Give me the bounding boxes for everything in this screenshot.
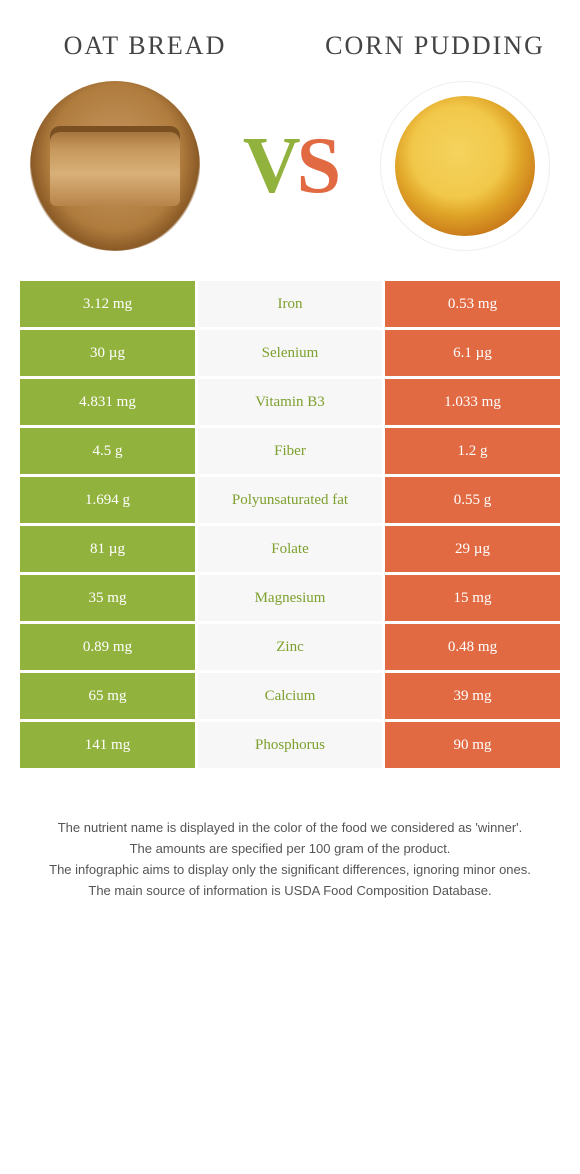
nutrient-label: Vitamin B3 xyxy=(198,379,382,425)
footer-line: The nutrient name is displayed in the co… xyxy=(30,818,550,839)
table-row: 141 mgPhosphorus90 mg xyxy=(20,722,560,768)
table-row: 0.89 mgZinc0.48 mg xyxy=(20,624,560,670)
right-value-cell: 0.53 mg xyxy=(385,281,560,327)
nutrient-label: Zinc xyxy=(198,624,382,670)
right-value-cell: 0.48 mg xyxy=(385,624,560,670)
left-value-cell: 141 mg xyxy=(20,722,195,768)
table-row: 3.12 mgIron0.53 mg xyxy=(20,281,560,327)
table-row: 30 µgSelenium6.1 µg xyxy=(20,330,560,376)
right-food-title: Corn pudding xyxy=(320,30,550,61)
vs-label: VS xyxy=(243,126,337,206)
right-value-cell: 1.033 mg xyxy=(385,379,560,425)
nutrient-label: Phosphorus xyxy=(198,722,382,768)
footer-line: The infographic aims to display only the… xyxy=(30,860,550,881)
left-value-cell: 1.694 g xyxy=(20,477,195,523)
left-value-cell: 65 mg xyxy=(20,673,195,719)
header: Oat bread Corn pudding xyxy=(0,0,580,71)
vs-s: S xyxy=(297,122,338,210)
right-value-cell: 90 mg xyxy=(385,722,560,768)
left-value-cell: 4.5 g xyxy=(20,428,195,474)
left-value-cell: 0.89 mg xyxy=(20,624,195,670)
vs-v: V xyxy=(243,122,297,210)
left-value-cell: 4.831 mg xyxy=(20,379,195,425)
nutrient-label: Calcium xyxy=(198,673,382,719)
table-row: 4.831 mgVitamin B31.033 mg xyxy=(20,379,560,425)
right-value-cell: 15 mg xyxy=(385,575,560,621)
table-row: 1.694 gPolyunsaturated fat0.55 g xyxy=(20,477,560,523)
right-value-cell: 6.1 µg xyxy=(385,330,560,376)
table-row: 4.5 gFiber1.2 g xyxy=(20,428,560,474)
nutrient-label: Selenium xyxy=(198,330,382,376)
nutrient-label: Folate xyxy=(198,526,382,572)
right-value-cell: 1.2 g xyxy=(385,428,560,474)
left-value-cell: 30 µg xyxy=(20,330,195,376)
table-row: 65 mgCalcium39 mg xyxy=(20,673,560,719)
footer-line: The main source of information is USDA F… xyxy=(30,881,550,902)
right-value-cell: 29 µg xyxy=(385,526,560,572)
right-value-cell: 0.55 g xyxy=(385,477,560,523)
nutrient-label: Iron xyxy=(198,281,382,327)
right-food-image xyxy=(380,81,550,251)
left-value-cell: 81 µg xyxy=(20,526,195,572)
left-food-image xyxy=(30,81,200,251)
images-row: VS xyxy=(0,71,580,281)
left-value-cell: 35 mg xyxy=(20,575,195,621)
comparison-table: 3.12 mgIron0.53 mg30 µgSelenium6.1 µg4.8… xyxy=(0,281,580,768)
footer-notes: The nutrient name is displayed in the co… xyxy=(0,768,580,901)
nutrient-label: Polyunsaturated fat xyxy=(198,477,382,523)
table-row: 35 mgMagnesium15 mg xyxy=(20,575,560,621)
footer-line: The amounts are specified per 100 gram o… xyxy=(30,839,550,860)
left-value-cell: 3.12 mg xyxy=(20,281,195,327)
nutrient-label: Fiber xyxy=(198,428,382,474)
table-row: 81 µgFolate29 µg xyxy=(20,526,560,572)
right-value-cell: 39 mg xyxy=(385,673,560,719)
left-food-title: Oat bread xyxy=(30,30,260,61)
nutrient-label: Magnesium xyxy=(198,575,382,621)
